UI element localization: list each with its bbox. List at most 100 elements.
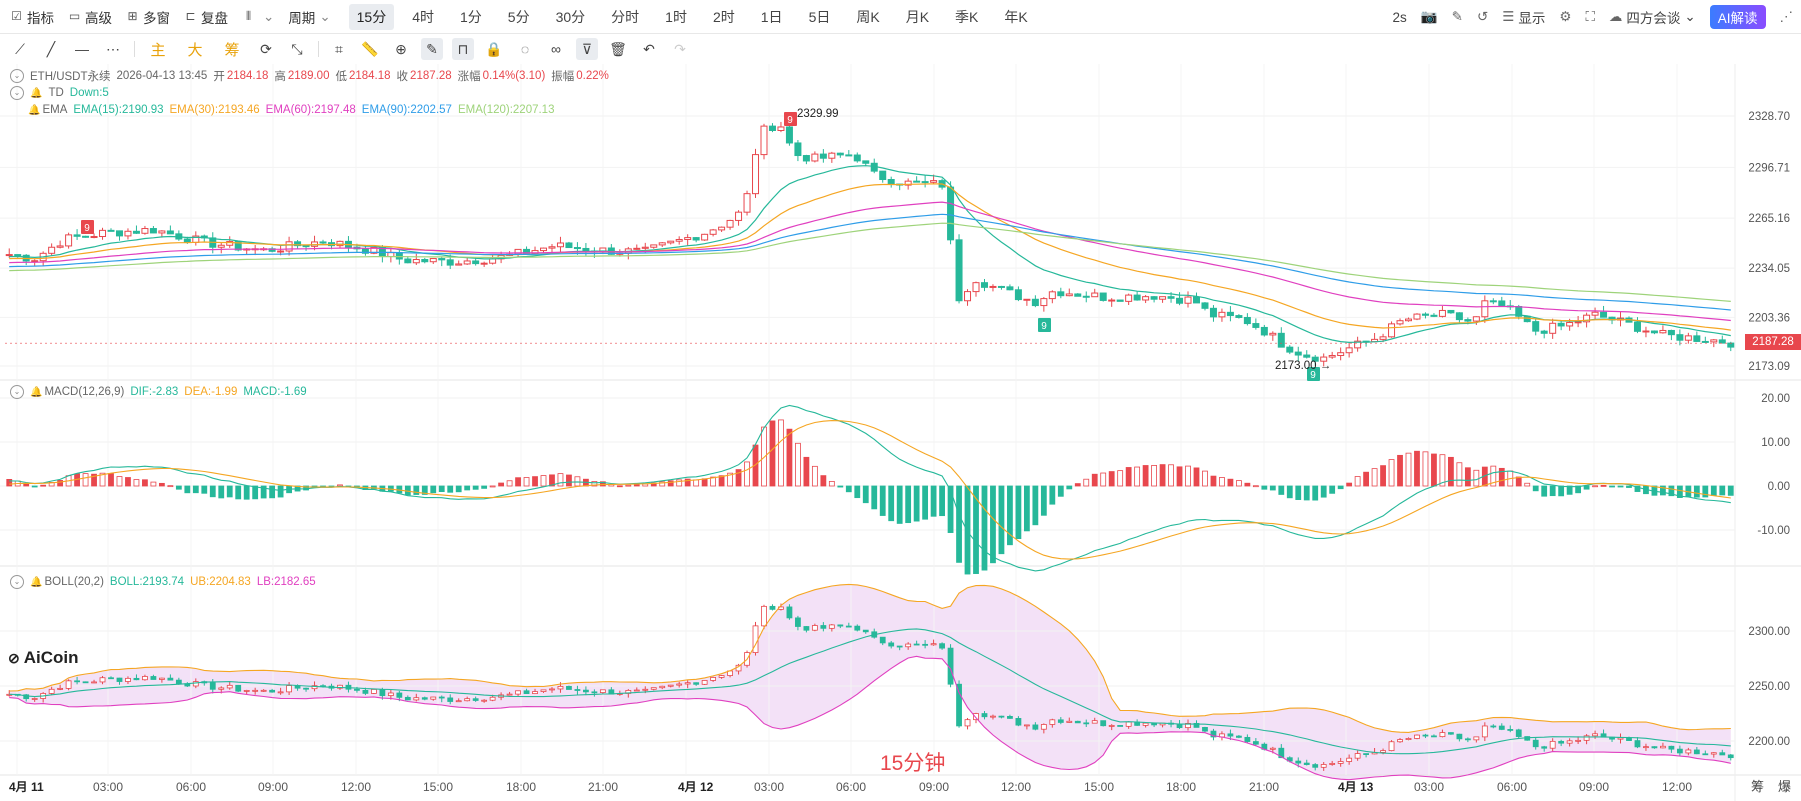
boll-candle-body: [583, 689, 589, 693]
boll-candle-body: [1244, 736, 1251, 742]
period-tab-11[interactable]: 月K: [905, 8, 930, 25]
period-tab-1[interactable]: 4时: [412, 8, 434, 25]
candle-body: [1065, 293, 1073, 297]
boll-candle-body: [235, 684, 242, 692]
period-tab-0[interactable]: 15分: [348, 3, 395, 30]
period-tab-10[interactable]: 周K: [856, 8, 880, 25]
ema-line: [9, 213, 1731, 311]
crop-icon[interactable]: ⌗: [335, 40, 343, 57]
symbol-label: ETH/USDT永续: [30, 71, 111, 83]
time-tick: 06:00: [1497, 780, 1527, 794]
macd-bar: [498, 482, 505, 487]
trash-icon[interactable]: 🗑: [609, 40, 627, 57]
chips-button[interactable]: 筹: [224, 41, 240, 59]
undo-layout-button[interactable]: ↺: [1477, 9, 1488, 25]
liquidation-corner-button[interactable]: 爆: [1777, 779, 1791, 794]
bell-icon[interactable]: 🔔: [30, 386, 43, 398]
candle-body: [913, 180, 921, 183]
share-button[interactable]: ⋰: [1780, 9, 1794, 25]
ai-interpret-button[interactable]: AI解读: [1709, 5, 1766, 29]
logo-text: AiCoin: [23, 648, 79, 667]
ruler-icon[interactable]: 📏: [361, 40, 379, 57]
list-button[interactable]: ☰ 显示: [1502, 7, 1545, 27]
macd-bar: [1227, 478, 1234, 487]
camera-button[interactable]: 📷: [1421, 9, 1438, 25]
candle-body: [319, 241, 327, 244]
bell-icon[interactable]: 🔔: [28, 104, 41, 116]
link-icon[interactable]: ∞: [551, 41, 561, 57]
undo-icon[interactable]: ↶: [643, 40, 655, 57]
candle-body: [1252, 323, 1260, 328]
chart-type-button[interactable]: ⫴ ⌄: [242, 9, 274, 25]
boll-candle-body: [413, 697, 420, 701]
candle-body: [1184, 296, 1192, 304]
collapse-chevron-icon[interactable]: ⌄: [10, 575, 24, 589]
candle-body: [904, 180, 912, 186]
more-tools-icon[interactable]: ⋯: [106, 40, 120, 57]
indicator-button[interactable]: ☑ 指标: [10, 7, 54, 27]
period-tab-6[interactable]: 1时: [665, 8, 687, 25]
period-tab-7[interactable]: 2时: [712, 8, 735, 25]
refresh-rate-button[interactable]: 2s: [1393, 10, 1407, 25]
ema-line: [9, 201, 1731, 322]
chips-corner-button[interactable]: 筹: [1750, 779, 1764, 794]
trend-segment-icon[interactable]: ⟋: [15, 40, 25, 57]
open-value: 2184.18: [226, 70, 269, 82]
bell-icon[interactable]: 🔔: [30, 576, 43, 588]
tool-label: 指标: [27, 10, 54, 26]
big-order-button[interactable]: 大: [187, 41, 203, 59]
candle-body: [743, 193, 751, 213]
period-tab-3[interactable]: 5分: [507, 8, 530, 25]
redo-icon[interactable]: ↷: [674, 40, 686, 57]
pencil-button[interactable]: ✎: [1452, 9, 1463, 25]
cycle-icon[interactable]: ⟳: [260, 40, 272, 57]
cloud-button[interactable]: ☁ 四方会谈 ⌄: [1609, 7, 1696, 27]
macd-tick: 10.00: [1761, 437, 1790, 449]
collapse-chevron-icon[interactable]: ⌄: [10, 86, 24, 100]
candle-body: [1438, 309, 1446, 317]
replay-button[interactable]: ⊏ 复盘: [184, 7, 228, 27]
line-tool-icon[interactable]: ╱: [46, 40, 56, 57]
macd-bar: [1702, 485, 1709, 498]
magnet-icon[interactable]: ⊓: [452, 38, 474, 60]
boll-candle-body: [1108, 725, 1115, 727]
lock-icon[interactable]: 🔒: [485, 40, 503, 57]
candle-body: [675, 238, 683, 242]
zoom-icon[interactable]: ⊕: [395, 40, 407, 57]
boll-candle-body: [1566, 740, 1573, 744]
boll-candle-body: [311, 685, 318, 690]
macd-bar: [1600, 485, 1607, 487]
boll-candle-body: [1015, 718, 1022, 726]
collapse-chevron-icon[interactable]: ⌄: [10, 385, 24, 399]
period-tab-13[interactable]: 年K: [1004, 8, 1028, 25]
period-menu[interactable]: 周期 ⌄: [288, 7, 330, 27]
main-force-button[interactable]: 主: [150, 41, 166, 59]
macd-bar: [879, 485, 886, 516]
top-toolbar: ☑ 指标 ▭ 高级 ⊞ 多窗 ⊏ 复盘 ⫴ ⌄ 周期 ⌄ 15分 4时 1分 5分 30分 分时 1时 2时 1日 5日…: [0, 0, 1801, 34]
fullscreen-button[interactable]: ⛶: [1585, 9, 1594, 25]
horizontal-line-icon[interactable]: —: [75, 41, 89, 57]
candle-body: [1311, 356, 1319, 362]
period-tab-5[interactable]: 分时: [611, 8, 640, 25]
macd-bar: [1583, 485, 1590, 490]
filter-icon[interactable]: ⊽: [576, 38, 598, 60]
draw-mode-icon[interactable]: ✎: [421, 38, 443, 60]
macd-bar: [1074, 483, 1081, 487]
period-tab-9[interactable]: 5日: [808, 8, 831, 25]
period-tab-2[interactable]: 1分: [460, 8, 482, 25]
candle-body: [658, 242, 666, 246]
collapse-chevron-icon[interactable]: ⌄: [10, 69, 24, 83]
period-tab-8[interactable]: 1日: [760, 8, 783, 25]
bell-icon[interactable]: 🔔: [30, 87, 43, 99]
macd-bar: [235, 485, 242, 500]
macd-bar: [40, 484, 47, 487]
period-tab-4[interactable]: 30分: [555, 8, 586, 25]
hide-drawings-icon[interactable]: ◌: [520, 41, 530, 57]
boll-candle-body: [133, 677, 140, 681]
measure-icon[interactable]: ⤡: [291, 40, 303, 57]
multiwindow-button[interactable]: ⊞ 多窗: [126, 7, 170, 27]
gear-button[interactable]: ⚙: [1559, 9, 1571, 25]
advanced-button[interactable]: ▭ 高级: [68, 7, 112, 27]
period-tab-12[interactable]: 季K: [955, 8, 979, 25]
